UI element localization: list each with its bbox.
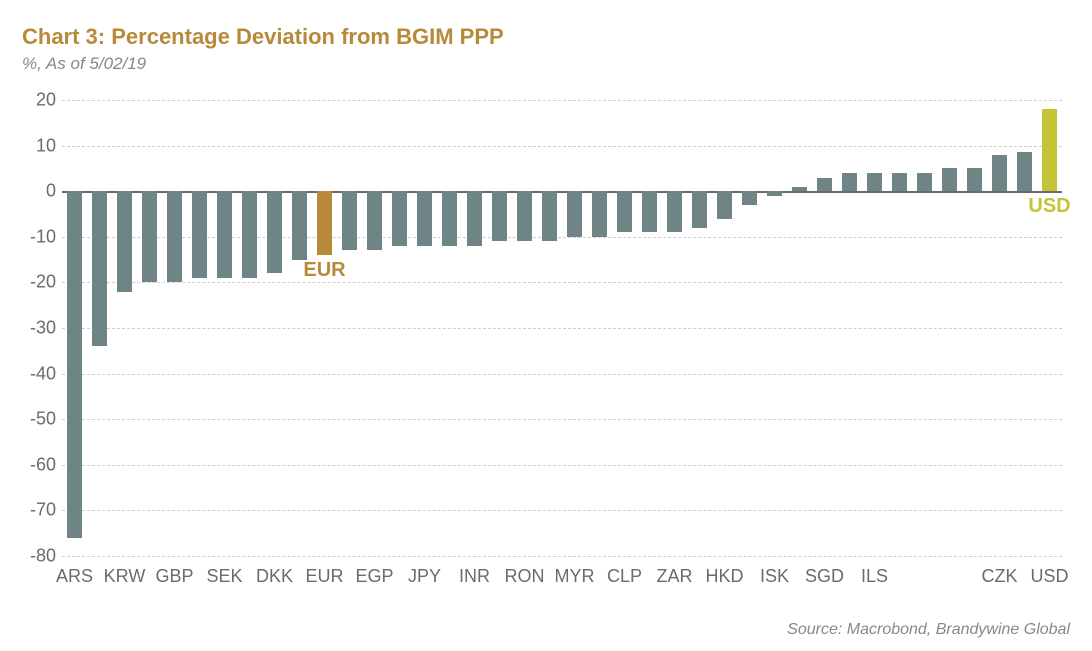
x-tick-label: ISK (760, 556, 789, 587)
bar (367, 191, 383, 250)
usd-series-label: USD (1028, 195, 1070, 218)
bar (517, 191, 533, 241)
chart-subtitle: %, As of 5/02/19 (22, 54, 1070, 74)
bar (242, 191, 258, 278)
x-tick-label: CLP (607, 556, 642, 587)
zero-line (62, 191, 1062, 193)
bar (392, 191, 408, 246)
x-tick-label: RON (505, 556, 545, 587)
x-tick-label: JPY (408, 556, 441, 587)
gridline (62, 465, 1062, 466)
y-tick-label: 0 (46, 181, 62, 202)
bar (1017, 152, 1033, 191)
gridline (62, 510, 1062, 511)
x-tick-label: EUR (305, 556, 343, 587)
bar (192, 191, 208, 278)
x-tick-label: ARS (56, 556, 93, 587)
y-tick-label: -40 (30, 363, 62, 384)
y-tick-label: -60 (30, 454, 62, 475)
bar (817, 178, 833, 192)
eur-series-label: EUR (303, 259, 345, 282)
y-tick-label: -50 (30, 409, 62, 430)
y-tick-label: 20 (36, 90, 62, 111)
y-tick-label: -70 (30, 500, 62, 521)
bar (567, 191, 583, 237)
bar (142, 191, 158, 282)
x-tick-label: EGP (355, 556, 393, 587)
gridline (62, 237, 1062, 238)
x-tick-label: DKK (256, 556, 293, 587)
gridline (62, 282, 1062, 283)
bar (692, 191, 708, 227)
gridline (62, 146, 1062, 147)
bar (217, 191, 233, 278)
bar (917, 173, 933, 191)
x-tick-label: HKD (705, 556, 743, 587)
bar (892, 173, 908, 191)
x-tick-label: GBP (155, 556, 193, 587)
bar (342, 191, 358, 250)
bar (542, 191, 558, 241)
bar (117, 191, 133, 291)
bar (467, 191, 483, 246)
y-tick-label: -30 (30, 318, 62, 339)
x-tick-label: ZAR (657, 556, 693, 587)
x-tick-label: MYR (555, 556, 595, 587)
x-tick-label: KRW (104, 556, 146, 587)
bar (942, 168, 958, 191)
bar (967, 168, 983, 191)
bar (717, 191, 733, 218)
gridline (62, 100, 1062, 101)
x-tick-label: SGD (805, 556, 844, 587)
bar (667, 191, 683, 232)
bar (317, 191, 333, 255)
bar (267, 191, 283, 273)
x-tick-label: CZK (982, 556, 1018, 587)
chart-container: Chart 3: Percentage Deviation from BGIM … (0, 0, 1092, 651)
bar (67, 191, 83, 538)
bar (1042, 109, 1058, 191)
x-tick-label: INR (459, 556, 490, 587)
y-tick-label: 10 (36, 135, 62, 156)
bar (992, 155, 1008, 191)
bar (417, 191, 433, 246)
gridline (62, 374, 1062, 375)
bar (842, 173, 858, 191)
bar (592, 191, 608, 237)
bar (167, 191, 183, 282)
chart-title: Chart 3: Percentage Deviation from BGIM … (22, 24, 1070, 50)
bar (792, 187, 808, 192)
gridline (62, 328, 1062, 329)
gridline (62, 419, 1062, 420)
bar (742, 191, 758, 205)
bar (92, 191, 108, 346)
bar (492, 191, 508, 241)
x-tick-label: USD (1030, 556, 1068, 587)
y-tick-label: -10 (30, 226, 62, 247)
source-attribution: Source: Macrobond, Brandywine Global (787, 621, 1070, 639)
plot-area: -80-70-60-50-40-30-20-1001020EURUSDARSKR… (62, 100, 1062, 556)
y-tick-label: -20 (30, 272, 62, 293)
x-tick-label: SEK (206, 556, 242, 587)
bar (642, 191, 658, 232)
bar (867, 173, 883, 191)
bar (617, 191, 633, 232)
bar (442, 191, 458, 246)
bar (292, 191, 308, 259)
x-tick-label: ILS (861, 556, 888, 587)
bar (767, 191, 783, 196)
